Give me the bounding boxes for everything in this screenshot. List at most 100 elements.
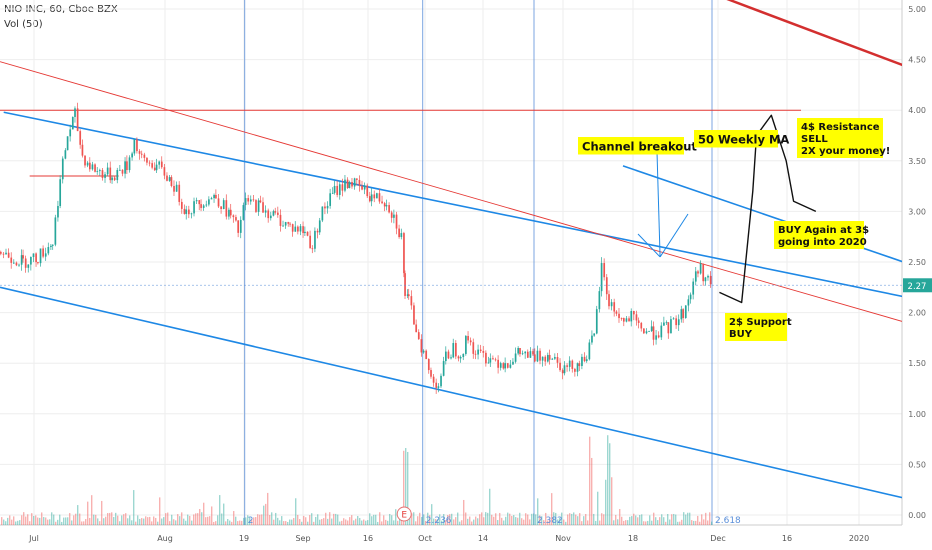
candle-body — [485, 352, 487, 364]
volume-bar — [663, 517, 665, 525]
candle-body — [294, 226, 297, 232]
volume-bar — [549, 518, 551, 525]
volume-bar — [261, 514, 263, 525]
candle-body — [467, 335, 469, 341]
candle-body — [188, 209, 190, 215]
candle-body — [361, 185, 363, 190]
candle-body — [643, 328, 645, 334]
volume-bar — [409, 518, 411, 525]
volume-bar — [403, 450, 405, 525]
candle-body — [479, 349, 482, 351]
candle-body — [657, 335, 660, 338]
candle-body — [318, 220, 321, 233]
volume-bar — [677, 521, 679, 525]
last-price-badge: 2.27 — [903, 278, 932, 293]
volume-bar — [625, 520, 627, 525]
candle-body — [341, 184, 344, 191]
annotation-text: BUY — [729, 329, 753, 340]
volume-bar — [649, 515, 651, 525]
volume-bar — [433, 518, 435, 525]
volume-bar — [51, 512, 53, 525]
volume-bar — [101, 500, 103, 525]
volume-bar — [477, 518, 479, 525]
volume-bar — [107, 513, 109, 525]
volume-bar — [325, 512, 327, 525]
volume-bar — [7, 517, 9, 525]
volume-bar — [603, 514, 605, 525]
volume-bar — [365, 520, 367, 525]
volume-bar — [233, 511, 235, 525]
volume-bar — [579, 513, 581, 525]
volume-bar — [273, 519, 275, 525]
candle-body — [306, 231, 309, 236]
candle-body — [272, 211, 275, 216]
volume-bar — [131, 520, 133, 525]
volume-bar — [213, 521, 215, 525]
volume-bar — [287, 521, 289, 525]
volume-bar — [419, 512, 421, 525]
candle-body — [383, 203, 386, 207]
volume-bar — [255, 517, 257, 525]
volume-bar — [149, 516, 151, 525]
volume-bar — [175, 520, 177, 525]
candle-body — [489, 358, 492, 363]
candle-body — [59, 179, 62, 207]
annotation-text: BUY Again at 3$ — [778, 225, 869, 236]
candle-body — [255, 200, 257, 212]
volume-bar — [39, 517, 41, 525]
volume-bar — [117, 515, 119, 525]
volume-bar — [563, 519, 565, 525]
volume-bar — [469, 516, 471, 525]
candle-body — [563, 365, 566, 374]
volume-bar — [651, 520, 653, 525]
volume-bar — [129, 515, 131, 525]
candle-body — [610, 302, 613, 307]
candle-body — [534, 354, 536, 362]
volume-bar — [9, 515, 11, 525]
candle-body — [648, 331, 650, 332]
time-tick-label: 16 — [363, 534, 373, 543]
candle-body — [637, 320, 640, 323]
candle-body — [356, 178, 358, 180]
volume-bar — [289, 519, 291, 525]
volume-bar — [281, 516, 283, 525]
candle-body — [640, 322, 643, 329]
candle-body — [175, 184, 178, 192]
volume-bar — [21, 515, 23, 525]
candle-body — [76, 108, 79, 132]
candle-body — [44, 253, 47, 257]
volume-bar — [373, 514, 375, 525]
price-tick-label: 0.00 — [908, 511, 926, 520]
candle-body — [163, 167, 166, 176]
candle-body — [185, 209, 188, 214]
candle-body — [588, 342, 591, 360]
candle-body — [42, 248, 44, 257]
candle-body — [338, 184, 341, 195]
volume-bar — [443, 514, 445, 525]
candle-body — [373, 194, 376, 199]
last-price-value: 2.27 — [908, 282, 927, 292]
trend-line — [726, 0, 902, 67]
candle-body — [680, 309, 683, 320]
candle-body — [121, 169, 124, 174]
volume-bar — [441, 520, 443, 525]
candle-body — [704, 277, 707, 282]
event-circle — [396, 506, 412, 522]
candle-body — [547, 354, 549, 362]
candle-body — [247, 198, 250, 202]
candle-body — [593, 333, 596, 336]
annotation-box: BUY Again at 3$going into 2020 — [774, 221, 869, 249]
volume-bar — [695, 520, 697, 525]
candle-body — [670, 319, 672, 334]
volume-bar — [551, 493, 553, 525]
candle-body — [506, 363, 509, 368]
event-label: E — [401, 511, 407, 521]
volume-bar — [605, 479, 607, 525]
volume-bar — [333, 513, 335, 525]
volume-bar — [145, 516, 147, 525]
volume-bar — [265, 503, 267, 525]
candle-body — [628, 318, 630, 322]
grid — [0, 0, 902, 525]
volume-bar — [673, 513, 675, 525]
